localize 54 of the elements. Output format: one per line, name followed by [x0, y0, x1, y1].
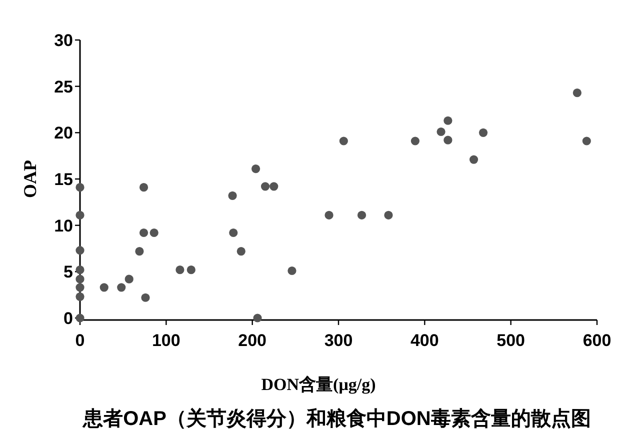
point [150, 228, 158, 238]
point [76, 266, 84, 274]
x-tick-label: 600 [582, 331, 612, 350]
point [436, 127, 446, 136]
point [139, 228, 148, 238]
point [253, 314, 262, 322]
x-tick-label: 0 [75, 331, 85, 350]
x-tick-label: 200 [238, 331, 267, 350]
y-axis-title: OAP [20, 160, 40, 198]
point [384, 210, 393, 220]
point [141, 293, 150, 302]
point [469, 155, 478, 164]
x-axis-title: DON含量(μg/g) [261, 375, 376, 394]
x-tick-label: 100 [152, 331, 180, 350]
y-tick-label: 5 [64, 262, 73, 282]
point [582, 136, 591, 146]
point [124, 274, 134, 284]
y-tick-label: 15 [54, 170, 73, 189]
point [76, 283, 84, 292]
point [444, 136, 452, 144]
point [76, 246, 84, 255]
point [186, 266, 196, 274]
point [444, 116, 452, 125]
point [135, 246, 144, 256]
y-tick-label: 20 [54, 124, 73, 143]
y-tick-label: 0 [64, 309, 73, 328]
point [236, 246, 246, 256]
point [410, 136, 420, 146]
text: 患者OAP（关节炎得分）和粮食中DON毒素含量的散点图 [82, 407, 591, 430]
point [139, 183, 148, 192]
x-tick-label: 500 [496, 331, 526, 350]
y-tick-label: 25 [54, 77, 73, 96]
point [176, 266, 184, 274]
point [76, 274, 84, 284]
point [251, 164, 260, 174]
point [76, 183, 84, 192]
point [100, 283, 108, 292]
point [270, 182, 278, 191]
point [357, 210, 366, 220]
y-tick-label: 10 [54, 216, 73, 236]
point [76, 292, 84, 301]
point [324, 210, 334, 220]
x-tick-label: 300 [324, 331, 353, 350]
point [76, 210, 84, 220]
point [229, 228, 238, 238]
y-tick-label: 30 [54, 31, 73, 50]
point [339, 136, 348, 146]
point [478, 128, 488, 137]
x-tick-label: 400 [410, 331, 439, 350]
point [117, 283, 126, 292]
point [572, 88, 582, 98]
point [228, 191, 237, 200]
point [260, 182, 270, 191]
point [288, 266, 296, 276]
